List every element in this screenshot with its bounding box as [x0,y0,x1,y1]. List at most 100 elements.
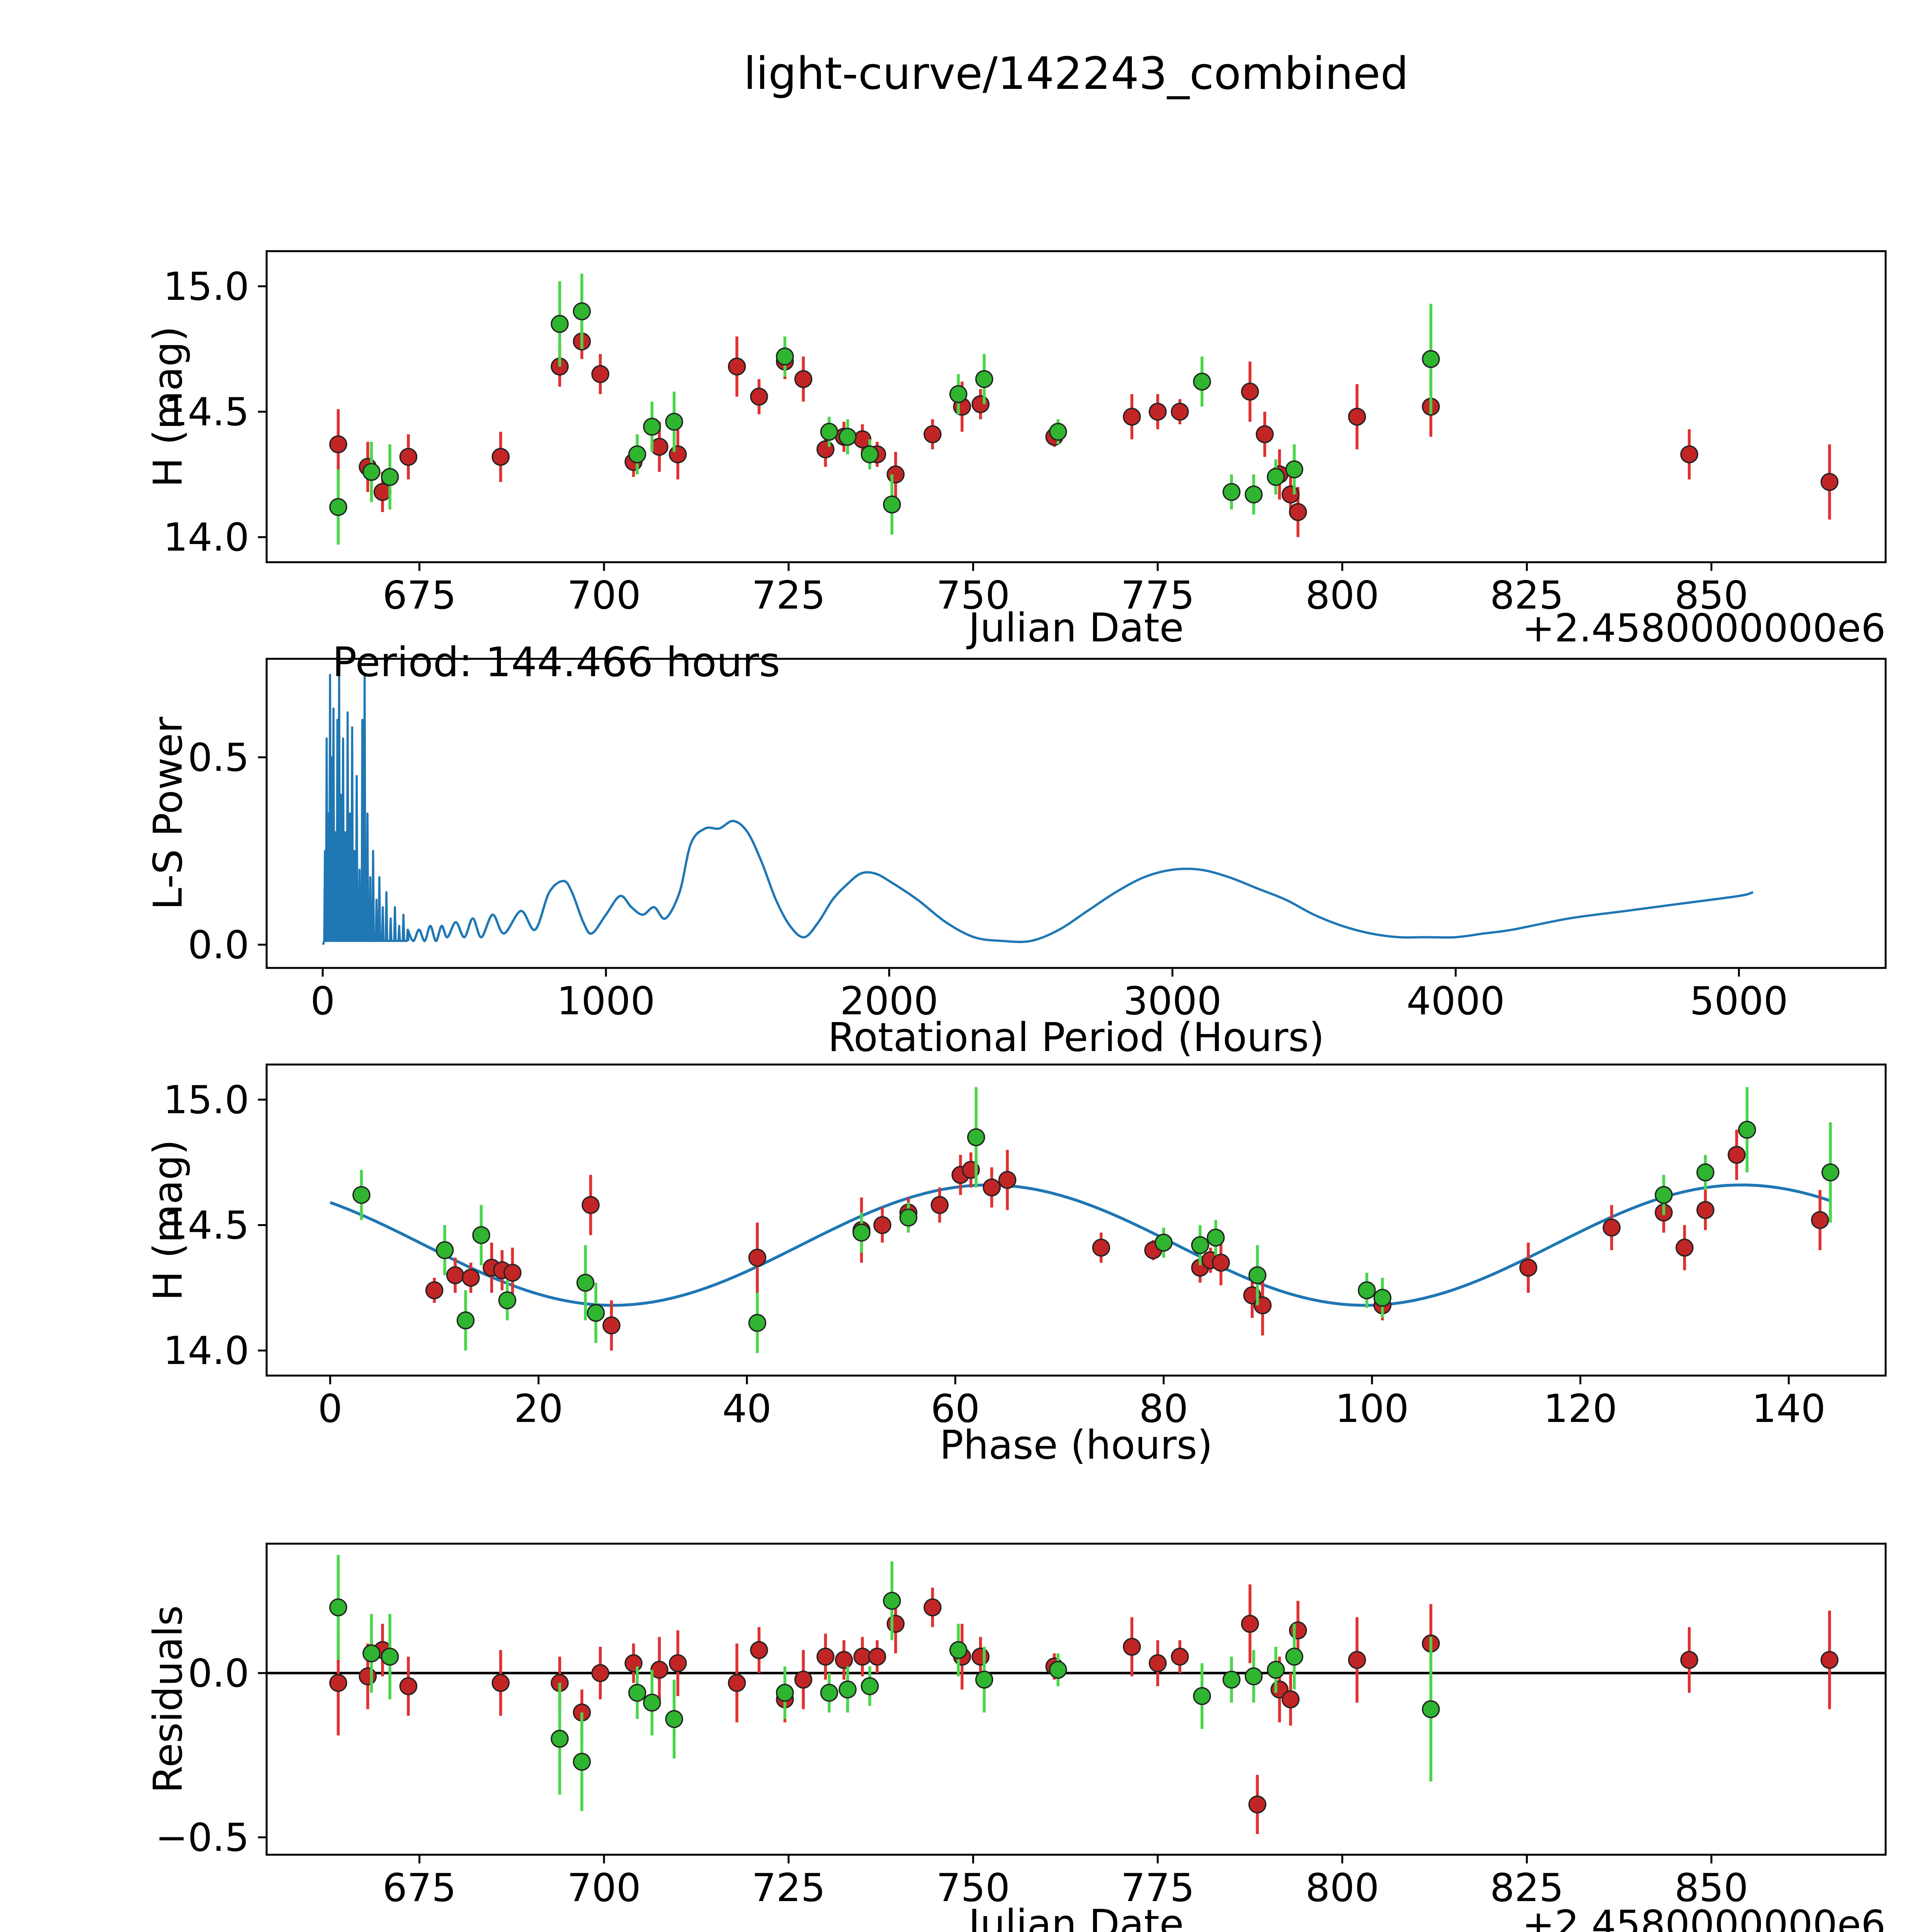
data-point [628,1684,646,1702]
data-point [1728,1146,1746,1164]
panel-phased-curve: 0 20 40 60 80 100 120 140 14.0 14.5 15.0 [163,1063,1887,1431]
data-point [728,357,746,376]
data-point [750,388,768,406]
data-point [971,1648,990,1666]
data-point [1358,1281,1376,1299]
data-point [1155,1233,1173,1252]
data-point [329,435,347,454]
dataset-red [329,324,1839,537]
x-tick-label: 3000 [1123,978,1222,1024]
data-point [1148,403,1167,421]
data-point [1675,1238,1694,1257]
data-point [587,1304,605,1322]
data-point [602,1316,621,1335]
x-tick-label: 825 [1490,573,1564,618]
panel2-xlabel: Phase (hours) [940,1422,1213,1468]
data-point [899,1208,918,1227]
data-point [750,1641,768,1659]
data-point [399,448,418,466]
data-point [1422,350,1440,368]
dataset-green [329,1554,1440,1811]
panel3-ylabel: Residuals [145,1605,191,1793]
data-point [883,495,901,514]
x-tick-label: 40 [722,1386,771,1431]
y-tick-label: 0.0 [188,1651,249,1696]
data-point [1207,1228,1225,1247]
panel0-offset-text: +2.4580000000e6 [1522,605,1886,651]
fit-curve [330,1183,1831,1307]
panel-residuals: 675 700 725 750 775 800 825 850 −0.5 0.0 [155,1543,1887,1910]
data-point [886,465,905,484]
data-point [1519,1259,1537,1277]
data-point [835,1651,853,1669]
data-point [776,347,794,366]
period-annotation: Period: 144.466 hours [332,639,780,686]
x-tick-label: 700 [567,1865,641,1910]
data-point [582,1196,600,1214]
data-point [930,1196,949,1214]
data-point [643,1694,661,1712]
data-point [1193,372,1211,391]
data-point [591,365,609,383]
data-point [971,395,990,413]
data-point [362,463,381,481]
data-point [1821,1163,1840,1182]
data-point [1123,408,1141,426]
data-point [1049,423,1067,441]
data-point [1267,1661,1285,1679]
y-tick-label: 15.0 [163,1077,249,1122]
data-point [650,438,668,456]
panel2-ylabel: H (mag) [145,1139,191,1301]
data-point [1373,1289,1391,1307]
data-point [1241,383,1259,401]
data-point [1811,1211,1829,1229]
data-point [1245,1667,1263,1685]
data-point [1212,1253,1230,1272]
data-point [1820,473,1839,491]
data-point [551,315,569,333]
data-point [498,1291,517,1310]
x-tick-label: 700 [567,573,641,618]
x-tick-label: 800 [1305,1865,1379,1910]
data-point [650,1661,668,1679]
data-point [665,1710,683,1728]
data-point [861,1677,879,1696]
y-tick-label: 14.5 [163,389,249,434]
data-point [1148,1654,1167,1672]
data-point [1696,1163,1714,1182]
axes-border [265,658,1887,969]
x-tick-label: 825 [1490,1865,1564,1910]
x-tick-label: 4000 [1406,978,1505,1024]
data-point [624,1654,643,1672]
x-tick-label: 850 [1675,573,1748,618]
data-point [975,370,993,388]
data-point [1285,460,1303,479]
y-tick-label: 14.0 [163,1328,249,1373]
panel-light-curve: 675 700 725 750 775 800 825 850 14.0 14.5 15.0 [163,250,1887,618]
data-point [1222,1670,1241,1689]
periodogram-spikes [322,673,410,945]
x-tick-label: 750 [936,1865,1010,1910]
axes-border [265,1063,1887,1377]
x-tick-label: 5000 [1690,978,1788,1024]
data-point [628,445,646,464]
data-point [983,1178,1001,1197]
y-tick-label: 15.0 [163,264,249,309]
data-point [923,425,942,444]
data-point [838,1680,857,1699]
y-tick-label: 14.0 [163,515,249,560]
data-point [1348,408,1366,426]
data-point [381,468,399,486]
data-point [591,1664,609,1682]
data-point [668,445,687,464]
data-point [1255,425,1274,444]
y-tick-label: 0.0 [188,922,249,968]
data-point [853,430,872,449]
dataset-green [352,1087,1840,1353]
data-point [446,1266,464,1284]
data-point [435,1241,454,1259]
data-point [373,483,392,501]
data-point [1092,1238,1110,1257]
data-point [576,1274,595,1292]
